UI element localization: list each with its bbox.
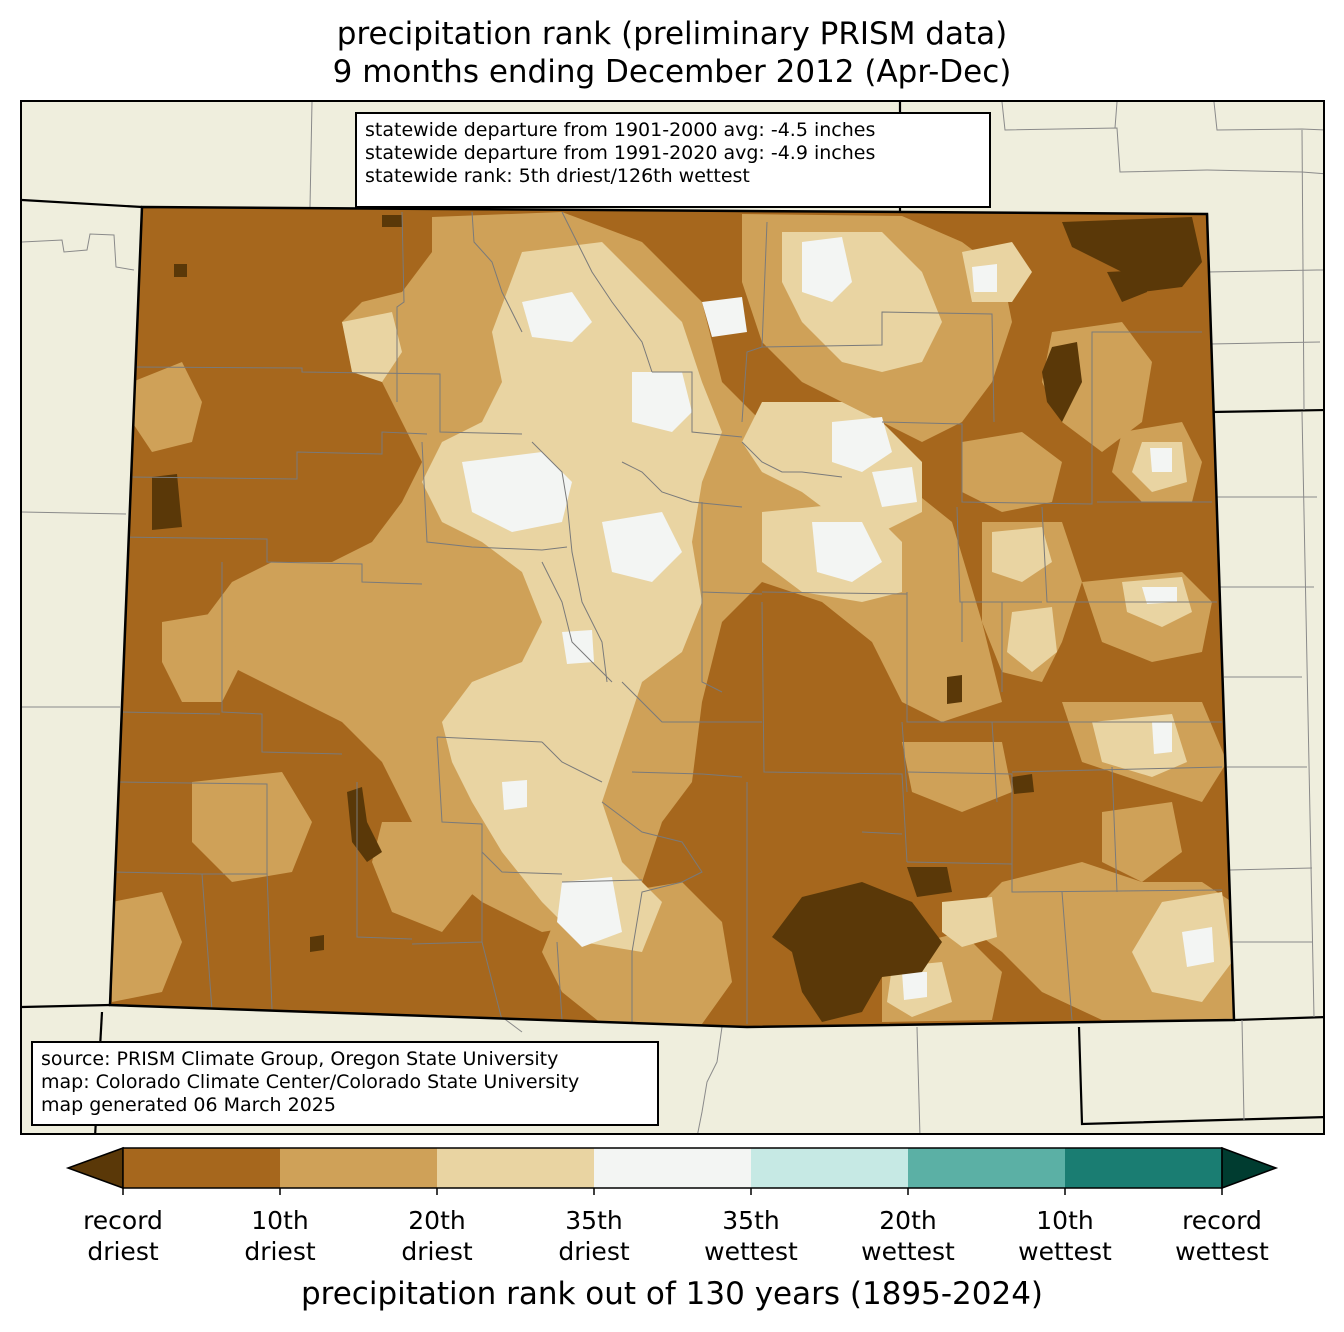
colorbar-tick-label-line2: driest <box>244 1237 316 1266</box>
neighbor-county-lines <box>22 102 1323 1133</box>
source-line: source: PRISM Climate Group, Oregon Stat… <box>41 1048 559 1070</box>
colorbar-segment <box>908 1148 1065 1188</box>
stats-departure-1991-2020: statewide departure from 1991-2020 avg: … <box>365 142 876 164</box>
colorbar-tick-label-line1: 20th <box>879 1206 937 1235</box>
colorbar-extend-high <box>1221 1146 1279 1190</box>
colorbar-axis-label: precipitation rank out of 130 years (189… <box>300 1276 1044 1312</box>
stats-statewide-rank: statewide rank: 5th driest/126th wettest <box>365 165 750 187</box>
colorbar-tick-label-line2: wettest <box>861 1237 955 1266</box>
colorbar-tick-label-line2: wettest <box>704 1237 798 1266</box>
colorbar-segment <box>280 1148 437 1188</box>
map-title-line-1: precipitation rank (preliminary PRISM da… <box>336 16 1008 52</box>
colorbar-tick-label: record wettest <box>1142 1205 1302 1267</box>
map-generated-line: map generated 06 March 2025 <box>41 1094 336 1116</box>
colorado-precipitation-map <box>22 102 1323 1133</box>
colorbar-segment <box>123 1148 280 1188</box>
statewide-stats-box: statewide departure from 1901-2000 avg: … <box>355 112 991 208</box>
map-frame <box>20 100 1325 1135</box>
colorbar-segment <box>594 1148 751 1188</box>
colorbar-tick-label-line2: driest <box>558 1237 630 1266</box>
colorbar-outline <box>122 1147 1223 1189</box>
colorbar-tick-label-line2: wettest <box>1175 1237 1269 1266</box>
colorado-county-lines <box>113 211 1223 1024</box>
colorbar-tick-label: 10th driest <box>200 1205 360 1267</box>
colorbar-tick-label-line2: driest <box>87 1237 159 1266</box>
map-credit-line: map: Colorado Climate Center/Colorado St… <box>41 1071 580 1093</box>
colorbar-tick-label-line2: driest <box>401 1237 473 1266</box>
map-title-line-2: 9 months ending December 2012 (Apr-Dec) <box>332 54 1012 90</box>
colorbar-legend <box>65 1146 1279 1195</box>
colorbar-tick-label-line2: wettest <box>1018 1237 1112 1266</box>
colorbar-tick-label: 20th wettest <box>828 1205 988 1267</box>
colorbar-segment <box>437 1148 594 1188</box>
colorbar-tick-label: 20th driest <box>357 1205 517 1267</box>
stats-departure-1901-2000: statewide departure from 1901-2000 avg: … <box>365 119 876 141</box>
colorbar-segment <box>1065 1148 1222 1188</box>
colorbar-tick-label: 35th wettest <box>671 1205 831 1267</box>
source-credits-box: source: PRISM Climate Group, Oregon Stat… <box>31 1041 659 1126</box>
rank-regions <box>112 212 1234 1024</box>
colorbar-tick-label-line1: 35th <box>722 1206 780 1235</box>
colorbar-tick-label: 10th wettest <box>985 1205 1145 1267</box>
colorbar-tick-label-line1: record <box>83 1206 163 1235</box>
colorbar-tick-label-line1: 10th <box>251 1206 309 1235</box>
colorado-state-border <box>108 205 1236 1029</box>
colorbar-tick-label: record driest <box>43 1205 203 1267</box>
colorbar-tick-label-line1: 10th <box>1036 1206 1094 1235</box>
colorbar-segment <box>751 1148 908 1188</box>
colorbar-extend-low <box>65 1146 124 1190</box>
colorbar-tick-label-line1: 20th <box>408 1206 466 1235</box>
colorbar-tick-label-line1: 35th <box>565 1206 623 1235</box>
colorbar-tick-label-line1: record <box>1182 1206 1262 1235</box>
colorbar-tick-label: 35th driest <box>514 1205 674 1267</box>
